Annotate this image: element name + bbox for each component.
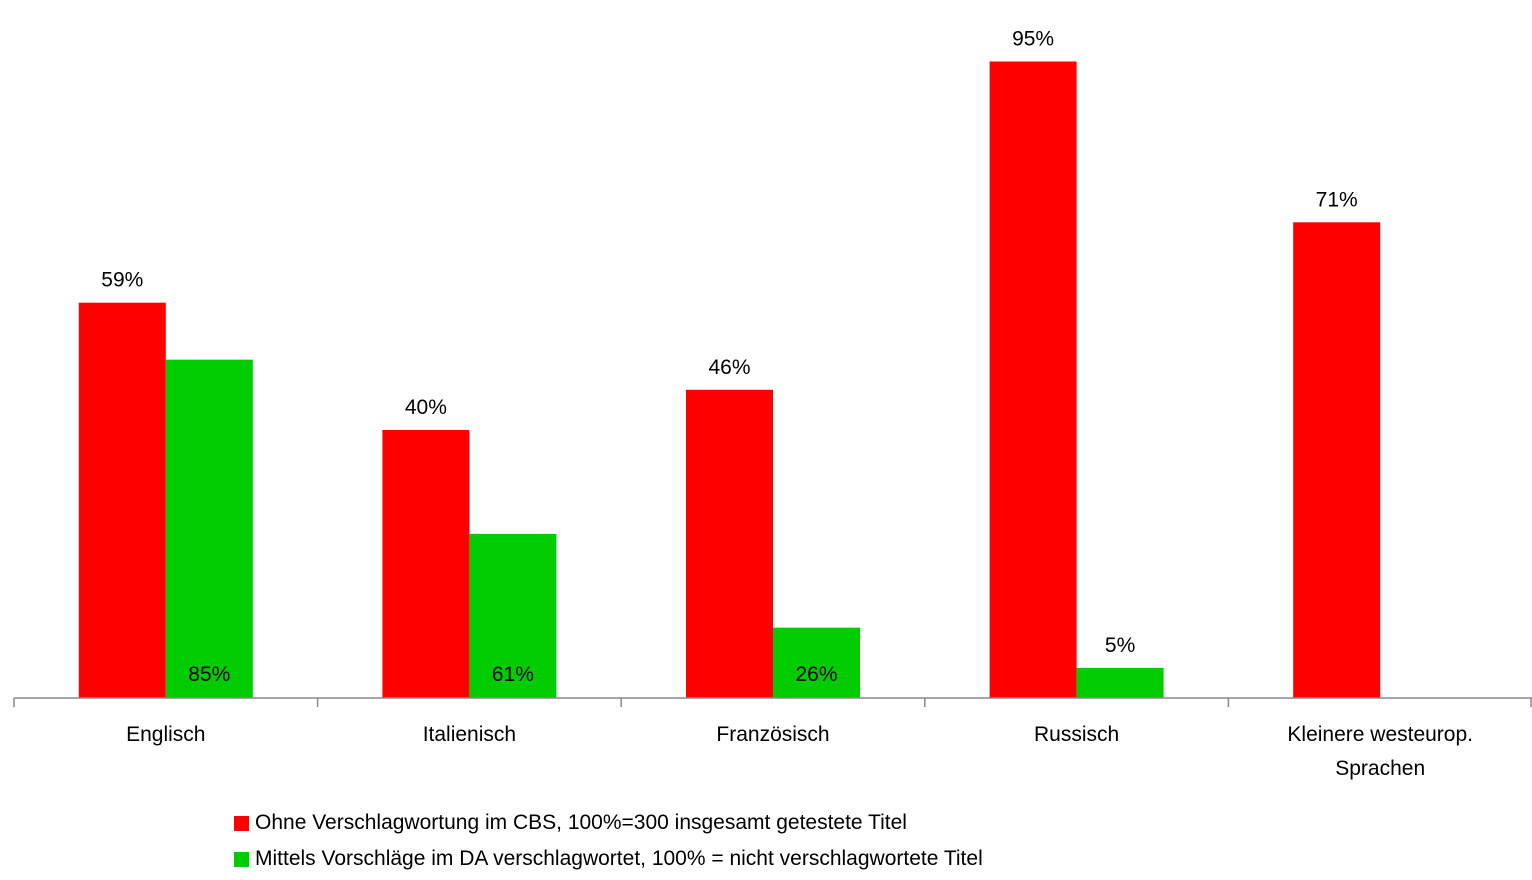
legend-label-series-2: Mittels Vorschläge im DA verschlagwortet… (255, 847, 983, 870)
category-label: Kleinere westeurop. Sprachen (1287, 723, 1473, 780)
legend-swatch-series-2 (234, 851, 249, 867)
legend-swatch-series-1 (234, 815, 249, 831)
bar-series-1 (989, 61, 1077, 698)
value-labels-group: 59% 85% 40% 61% 46% 26% 95% 5% 71% (101, 28, 1357, 687)
data-label: 46% (708, 356, 750, 379)
category-label: Englisch (126, 723, 205, 746)
bar-series-2 (1076, 667, 1164, 698)
data-label: 26% (795, 663, 837, 686)
data-label: 5% (1105, 634, 1135, 657)
bar-series-1 (382, 430, 470, 698)
data-label: 95% (1012, 28, 1054, 51)
bar-series-1 (78, 302, 166, 698)
bar-series-2 (165, 359, 253, 698)
legend-item-series-2: Mittels Vorschläge im DA verschlagwortet… (234, 844, 983, 874)
data-label: 59% (101, 269, 143, 292)
data-label: 40% (405, 396, 447, 419)
bar-series-2 (469, 533, 557, 698)
legend-label-series-1: Ohne Verschlagwortung im CBS, 100%=300 i… (255, 811, 907, 834)
bar-chart: 59% 85% 40% 61% 46% 26% 95% 5% 71% Englisch Itali… (13, 28, 1532, 780)
category-label: Französisch (716, 723, 829, 746)
data-label: 85% (188, 663, 230, 686)
category-label: Russisch (1034, 723, 1119, 746)
bar-series-1 (1293, 222, 1381, 699)
category-label: Italienisch (423, 723, 516, 746)
data-label: 61% (492, 663, 534, 686)
x-axis-ticks (13, 698, 1532, 707)
category-labels: Englisch Italienisch Französisch Russisch Kl… (126, 723, 1473, 780)
bars-group (78, 61, 1381, 699)
legend: Ohne Verschlagwortung im CBS, 100%=300 i… (234, 808, 983, 880)
bar-series-2 (773, 627, 860, 698)
data-label: 71% (1316, 188, 1358, 211)
bar-series-1 (686, 389, 773, 698)
legend-item-series-1: Ohne Verschlagwortung im CBS, 100%=300 i… (234, 808, 983, 838)
